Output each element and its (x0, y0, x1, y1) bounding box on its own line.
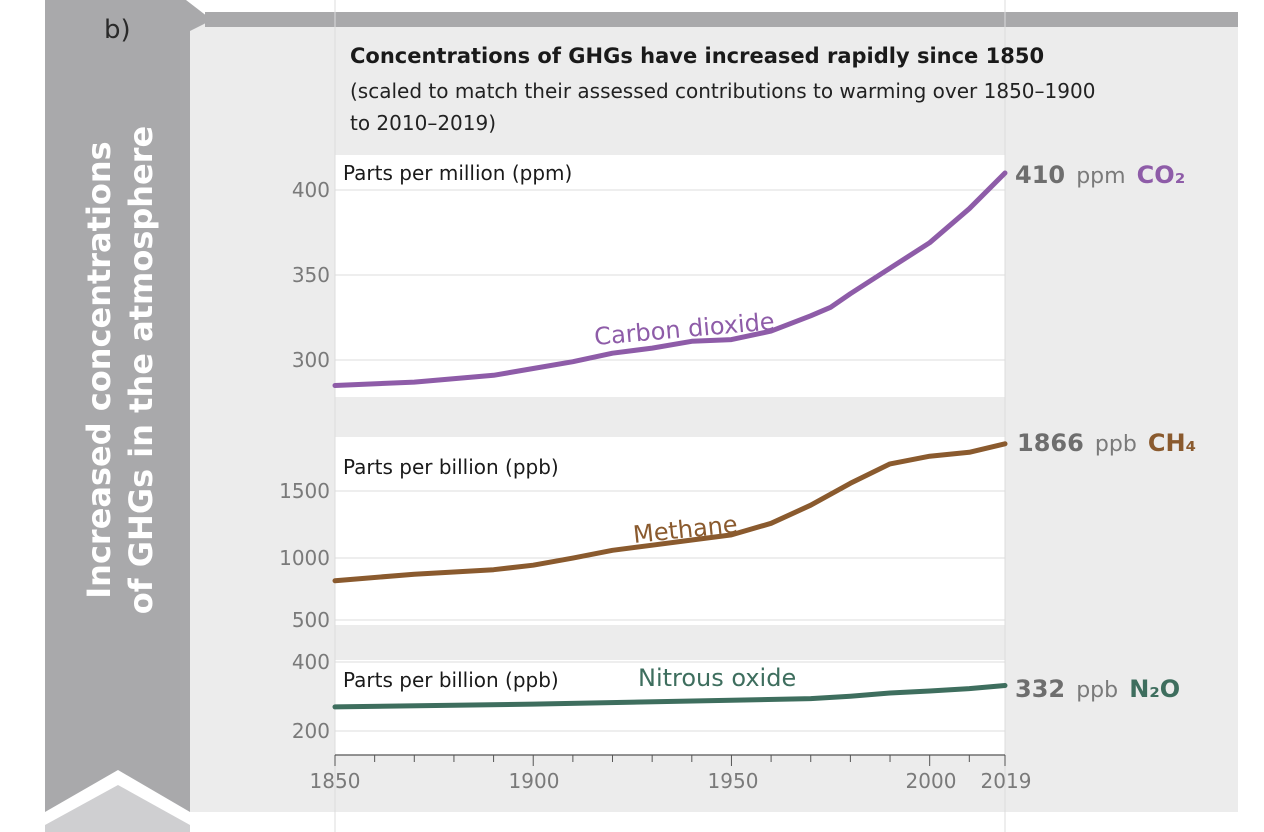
chart-subtitle-line-1: (scaled to match their assessed contribu… (350, 79, 1095, 103)
side-title-line-2: of GHGs in the atmosphere (122, 126, 160, 615)
n2o-series-label: Nitrous oxide (638, 664, 796, 692)
svg-text:410 ppm CO₂: 410 ppm CO₂ (1015, 161, 1185, 189)
ytick-n2o-200: 200 (292, 719, 330, 743)
n2o-end-unit: ppb (1076, 678, 1118, 703)
co2-end-gas: CO₂ (1137, 161, 1186, 189)
ch4-line (332, 441, 1008, 584)
ytick-ch4-1000: 1000 (279, 546, 330, 570)
ytick-ch4-500: 500 (292, 608, 330, 632)
ch4-end-label: 1866 ppb CH₄ (1017, 429, 1196, 457)
xtick-1850: 1850 (310, 769, 361, 793)
xtick-1950: 1950 (708, 769, 759, 793)
co2-end-value: 410 (1015, 161, 1065, 189)
plot-separator-2 (335, 625, 1005, 660)
y-tick-labels: 400 350 300 1500 1000 500 400 200 (279, 178, 330, 743)
gridlines (335, 189, 1005, 732)
ytick-n2o-400: 400 (292, 650, 330, 674)
ch4-unit-label: Parts per billion (ppb) (343, 455, 559, 479)
n2o-end-label: 332 ppb N₂O (1015, 675, 1180, 703)
xtick-1900: 1900 (509, 769, 560, 793)
ch4-end-gas: CH₄ (1148, 429, 1196, 457)
xtick-2000: 2000 (906, 769, 957, 793)
panel-top-bar (205, 12, 1238, 27)
ytick-co2-350: 350 (292, 263, 330, 287)
n2o-end-gas: N₂O (1129, 675, 1180, 703)
n2o-unit-label: Parts per billion (ppb) (343, 668, 559, 692)
co2-end-label: 410 ppm CO₂ (1015, 161, 1185, 189)
ytick-ch4-1500: 1500 (279, 479, 330, 503)
co2-unit-label: Parts per million (ppm) (343, 161, 572, 185)
ytick-co2-300: 300 (292, 348, 330, 372)
chart-subtitle-line-2: to 2010–2019) (350, 111, 496, 135)
next-panel-chevron-fill (45, 785, 190, 832)
n2o-end-value: 332 (1015, 675, 1065, 703)
ch4-end-unit: ppb (1095, 432, 1137, 457)
n2o-line (332, 683, 1008, 710)
svg-text:332 ppb N₂O: 332 ppb N₂O (1015, 675, 1180, 703)
side-arrow (45, 0, 212, 812)
svg-text:1866 ppb CH₄: 1866 ppb CH₄ (1017, 429, 1196, 457)
co2-line (332, 170, 1008, 388)
plot-separator-1 (335, 397, 1005, 437)
ytick-co2-400: 400 (292, 178, 330, 202)
panel-letter: b) (104, 15, 131, 45)
side-title-line-1: Increased concentrations (80, 141, 118, 598)
x-tick-labels: 1850 1900 1950 2000 2019 (310, 769, 1032, 793)
co2-end-unit: ppm (1076, 164, 1125, 189)
ch4-end-value: 1866 (1017, 429, 1084, 457)
chart-title: Concentrations of GHGs have increased ra… (350, 44, 1044, 68)
x-axis-ticks (334, 755, 1006, 766)
xtick-2019: 2019 (981, 769, 1032, 793)
